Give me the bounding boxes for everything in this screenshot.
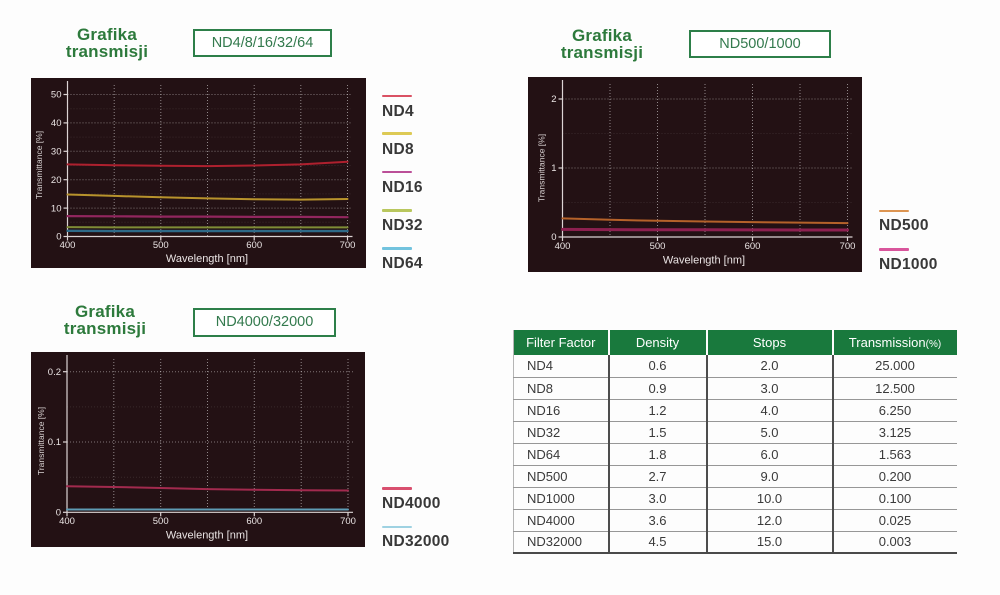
- svg-text:20: 20: [51, 175, 62, 186]
- svg-text:Transmittance [%]: Transmittance [%]: [537, 134, 547, 202]
- svg-text:500: 500: [650, 241, 666, 252]
- svg-text:0.2: 0.2: [48, 367, 61, 378]
- svg-text:400: 400: [60, 240, 76, 251]
- svg-text:400: 400: [59, 516, 75, 527]
- svg-text:1: 1: [551, 163, 556, 174]
- svg-text:0: 0: [551, 232, 556, 243]
- svg-text:Wavelength [nm]: Wavelength [nm]: [663, 255, 745, 267]
- svg-text:10: 10: [51, 203, 62, 214]
- svg-text:50: 50: [51, 90, 62, 101]
- svg-text:600: 600: [246, 516, 262, 527]
- svg-text:500: 500: [153, 516, 169, 527]
- svg-text:700: 700: [840, 241, 856, 252]
- svg-text:500: 500: [153, 240, 169, 251]
- svg-text:600: 600: [745, 241, 761, 252]
- svg-text:Wavelength [nm]: Wavelength [nm]: [166, 253, 248, 265]
- svg-text:30: 30: [51, 147, 62, 158]
- svg-text:700: 700: [340, 240, 356, 251]
- svg-text:Transmittance [%]: Transmittance [%]: [34, 131, 44, 199]
- svg-text:Transmittance [%]: Transmittance [%]: [36, 407, 46, 475]
- svg-text:0: 0: [56, 508, 61, 519]
- svg-text:40: 40: [51, 118, 62, 129]
- svg-text:2: 2: [551, 94, 556, 105]
- svg-text:400: 400: [555, 241, 571, 252]
- svg-text:Wavelength [nm]: Wavelength [nm]: [166, 530, 248, 542]
- svg-text:0: 0: [56, 232, 61, 243]
- svg-text:600: 600: [246, 240, 262, 251]
- svg-text:700: 700: [340, 516, 356, 527]
- svg-text:0.1: 0.1: [48, 437, 61, 448]
